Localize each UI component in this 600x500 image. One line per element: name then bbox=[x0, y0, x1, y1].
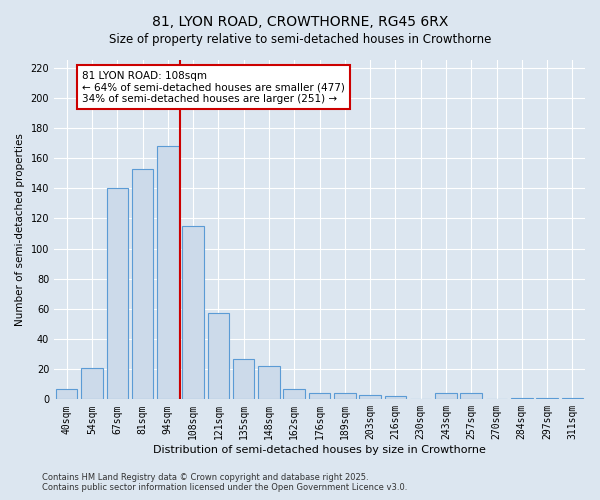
Bar bbox=[562, 398, 583, 400]
Text: Contains HM Land Registry data © Crown copyright and database right 2025.
Contai: Contains HM Land Registry data © Crown c… bbox=[42, 473, 407, 492]
Bar bbox=[81, 368, 103, 400]
Text: Size of property relative to semi-detached houses in Crowthorne: Size of property relative to semi-detach… bbox=[109, 32, 491, 46]
Bar bbox=[208, 314, 229, 400]
Y-axis label: Number of semi-detached properties: Number of semi-detached properties bbox=[15, 133, 25, 326]
Bar bbox=[107, 188, 128, 400]
Bar bbox=[56, 389, 77, 400]
Text: 81, LYON ROAD, CROWTHORNE, RG45 6RX: 81, LYON ROAD, CROWTHORNE, RG45 6RX bbox=[152, 15, 448, 29]
Bar bbox=[334, 394, 356, 400]
Bar bbox=[536, 398, 558, 400]
Bar bbox=[359, 395, 381, 400]
Bar bbox=[385, 396, 406, 400]
Bar bbox=[309, 394, 330, 400]
X-axis label: Distribution of semi-detached houses by size in Crowthorne: Distribution of semi-detached houses by … bbox=[153, 445, 486, 455]
Bar bbox=[157, 146, 179, 400]
Bar bbox=[233, 358, 254, 400]
Text: 81 LYON ROAD: 108sqm
← 64% of semi-detached houses are smaller (477)
34% of semi: 81 LYON ROAD: 108sqm ← 64% of semi-detac… bbox=[82, 70, 345, 104]
Bar bbox=[182, 226, 204, 400]
Bar bbox=[435, 394, 457, 400]
Bar bbox=[283, 389, 305, 400]
Bar bbox=[132, 168, 153, 400]
Bar bbox=[511, 398, 533, 400]
Bar bbox=[460, 394, 482, 400]
Bar bbox=[258, 366, 280, 400]
